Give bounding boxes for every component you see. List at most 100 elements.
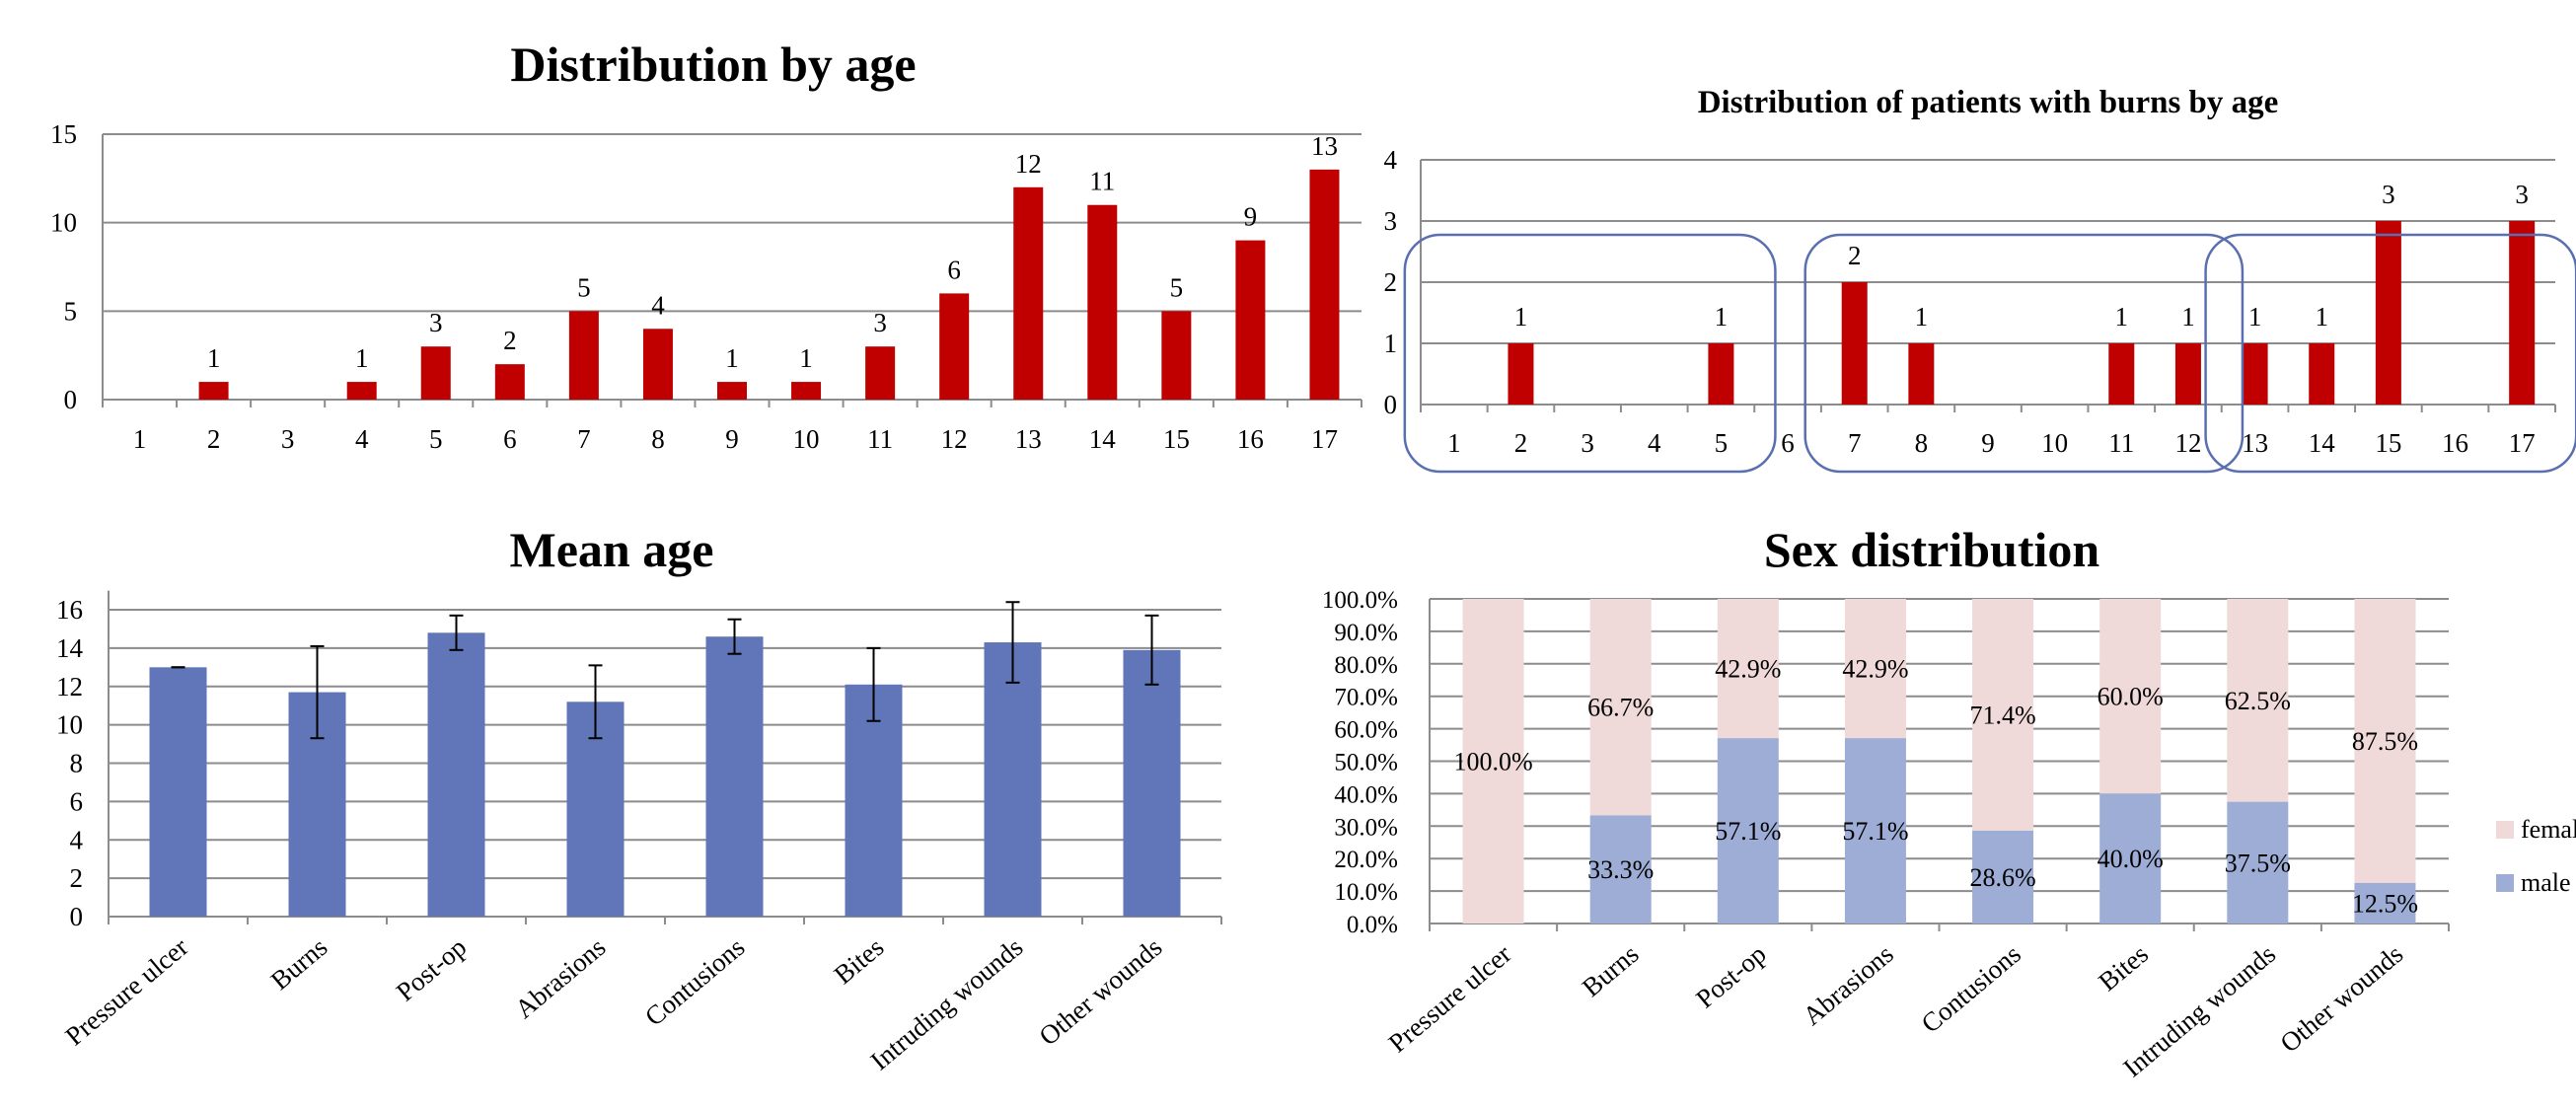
bar xyxy=(643,329,673,400)
y-tick-label: 30.0% xyxy=(1334,814,1398,841)
y-tick-label: 60.0% xyxy=(1334,717,1398,744)
x-tick-label: 11 xyxy=(867,424,893,454)
x-tick-label: 14 xyxy=(2309,428,2336,458)
bar xyxy=(791,382,821,400)
x-tick-label: Pressure ulcer xyxy=(1383,939,1517,1059)
data-label-female: 66.7% xyxy=(1587,694,1654,722)
bar xyxy=(706,636,764,917)
x-tick-label: Burns xyxy=(1577,939,1645,1002)
y-tick-label: 70.0% xyxy=(1334,685,1398,711)
bar xyxy=(1124,650,1181,917)
legend-swatch xyxy=(2496,874,2514,892)
y-tick-label: 0 xyxy=(1384,390,1398,419)
mean-age-chart: Mean age 0 2 4 6 8 10 12 14 16 Pressure ulcer Burn… xyxy=(56,522,1221,1076)
bar xyxy=(347,382,377,400)
x-tick-label: Pressure ulcer xyxy=(59,932,193,1052)
x-tick-label: 9 xyxy=(1981,428,1995,458)
data-label: 2 xyxy=(1848,241,1862,270)
y-tick-label: 4 xyxy=(1384,145,1398,175)
data-label: 12 xyxy=(1015,149,1042,179)
data-label-male: 57.1% xyxy=(1842,817,1908,846)
y-tick-label: 8 xyxy=(70,749,84,778)
y-tick-label: 90.0% xyxy=(1334,620,1398,646)
bar xyxy=(2243,343,2268,405)
x-tick-label: 17 xyxy=(2509,428,2536,458)
data-label: 1 xyxy=(2115,302,2129,332)
data-label-female: 62.5% xyxy=(2225,687,2291,715)
data-label: 11 xyxy=(1089,167,1115,196)
data-label-female: 42.9% xyxy=(1842,655,1908,684)
bar xyxy=(495,364,525,400)
burns-by-age-title: Distribution of patients with burns by a… xyxy=(1698,85,2279,120)
bar xyxy=(1161,311,1191,400)
x-tick-label: 8 xyxy=(1915,428,1929,458)
data-label: 1 xyxy=(2181,302,2195,332)
bar xyxy=(1708,343,1733,405)
x-tick-label: 10 xyxy=(793,424,820,454)
x-tick-label: 2 xyxy=(1514,428,1528,458)
y-tick-label: 1 xyxy=(1384,329,1398,358)
y-tick-label: 50.0% xyxy=(1334,750,1398,776)
y-tick-label: 3 xyxy=(1384,206,1398,236)
bar xyxy=(1013,187,1043,400)
mean-age-title: Mean age xyxy=(510,522,714,577)
distribution-by-age-title: Distribution by age xyxy=(510,37,916,92)
data-label: 5 xyxy=(577,272,591,302)
bar xyxy=(2509,221,2535,405)
bar xyxy=(939,293,969,400)
x-tick-label: 16 xyxy=(2442,428,2468,458)
x-tick-label: 10 xyxy=(2041,428,2068,458)
x-tick-label: 5 xyxy=(429,424,443,454)
x-tick-label: 3 xyxy=(281,424,295,454)
data-label: 3 xyxy=(429,308,443,337)
y-tick-label: 0 xyxy=(70,902,84,931)
legend-label: male xyxy=(2521,868,2571,897)
data-label-male: 33.3% xyxy=(1587,855,1654,884)
sex-distribution-title: Sex distribution xyxy=(1764,522,2100,577)
data-label: 1 xyxy=(2248,302,2262,332)
y-tick-label: 0.0% xyxy=(1347,912,1398,938)
bar xyxy=(1908,343,1934,405)
x-tick-label: 15 xyxy=(2375,428,2401,458)
x-tick-label: Bites xyxy=(2093,939,2154,997)
x-tick-label: Intruding wounds xyxy=(865,932,1029,1076)
y-tick-label: 100.0% xyxy=(1322,587,1398,614)
data-label: 1 xyxy=(1915,302,1929,332)
data-label: 3 xyxy=(2382,180,2395,209)
x-tick-label: 1 xyxy=(1447,428,1461,458)
y-tick-label: 15 xyxy=(50,119,77,149)
bar xyxy=(2376,221,2401,405)
data-label: 5 xyxy=(1170,272,1184,302)
bar xyxy=(2175,343,2201,405)
x-tick-label: 12 xyxy=(941,424,968,454)
y-tick-label: 2 xyxy=(70,863,84,893)
data-label: 1 xyxy=(207,343,221,373)
x-tick-label: 13 xyxy=(2242,428,2268,458)
data-label: 3 xyxy=(873,308,887,337)
x-tick-label: Post-op xyxy=(1690,939,1772,1014)
data-label: 1 xyxy=(1715,302,1729,332)
data-label: 1 xyxy=(799,343,813,373)
x-tick-label: 7 xyxy=(1848,428,1862,458)
bar xyxy=(421,346,451,400)
x-tick-label: Bites xyxy=(829,932,890,991)
data-label-male: 28.6% xyxy=(1969,863,2035,892)
x-tick-label: 6 xyxy=(503,424,517,454)
y-tick-label: 6 xyxy=(70,786,84,816)
y-tick-label: 14 xyxy=(56,633,84,663)
data-label-male: 12.5% xyxy=(2352,889,2418,918)
x-tick-label: 4 xyxy=(355,424,369,454)
bar xyxy=(1508,343,1533,405)
x-tick-label: Other wounds xyxy=(1033,932,1167,1052)
bar xyxy=(428,632,485,917)
x-tick-label: 12 xyxy=(2174,428,2201,458)
data-label-male: 57.1% xyxy=(1715,817,1781,846)
x-tick-label: 6 xyxy=(1781,428,1795,458)
y-tick-label: 16 xyxy=(56,595,83,625)
data-label: 2 xyxy=(503,326,517,355)
x-tick-label: 14 xyxy=(1089,424,1117,454)
data-label: 1 xyxy=(2315,302,2328,332)
burns-by-age-chart: Distribution of patients with burns by a… xyxy=(1384,85,2576,472)
x-tick-label: Abrasions xyxy=(509,932,611,1024)
